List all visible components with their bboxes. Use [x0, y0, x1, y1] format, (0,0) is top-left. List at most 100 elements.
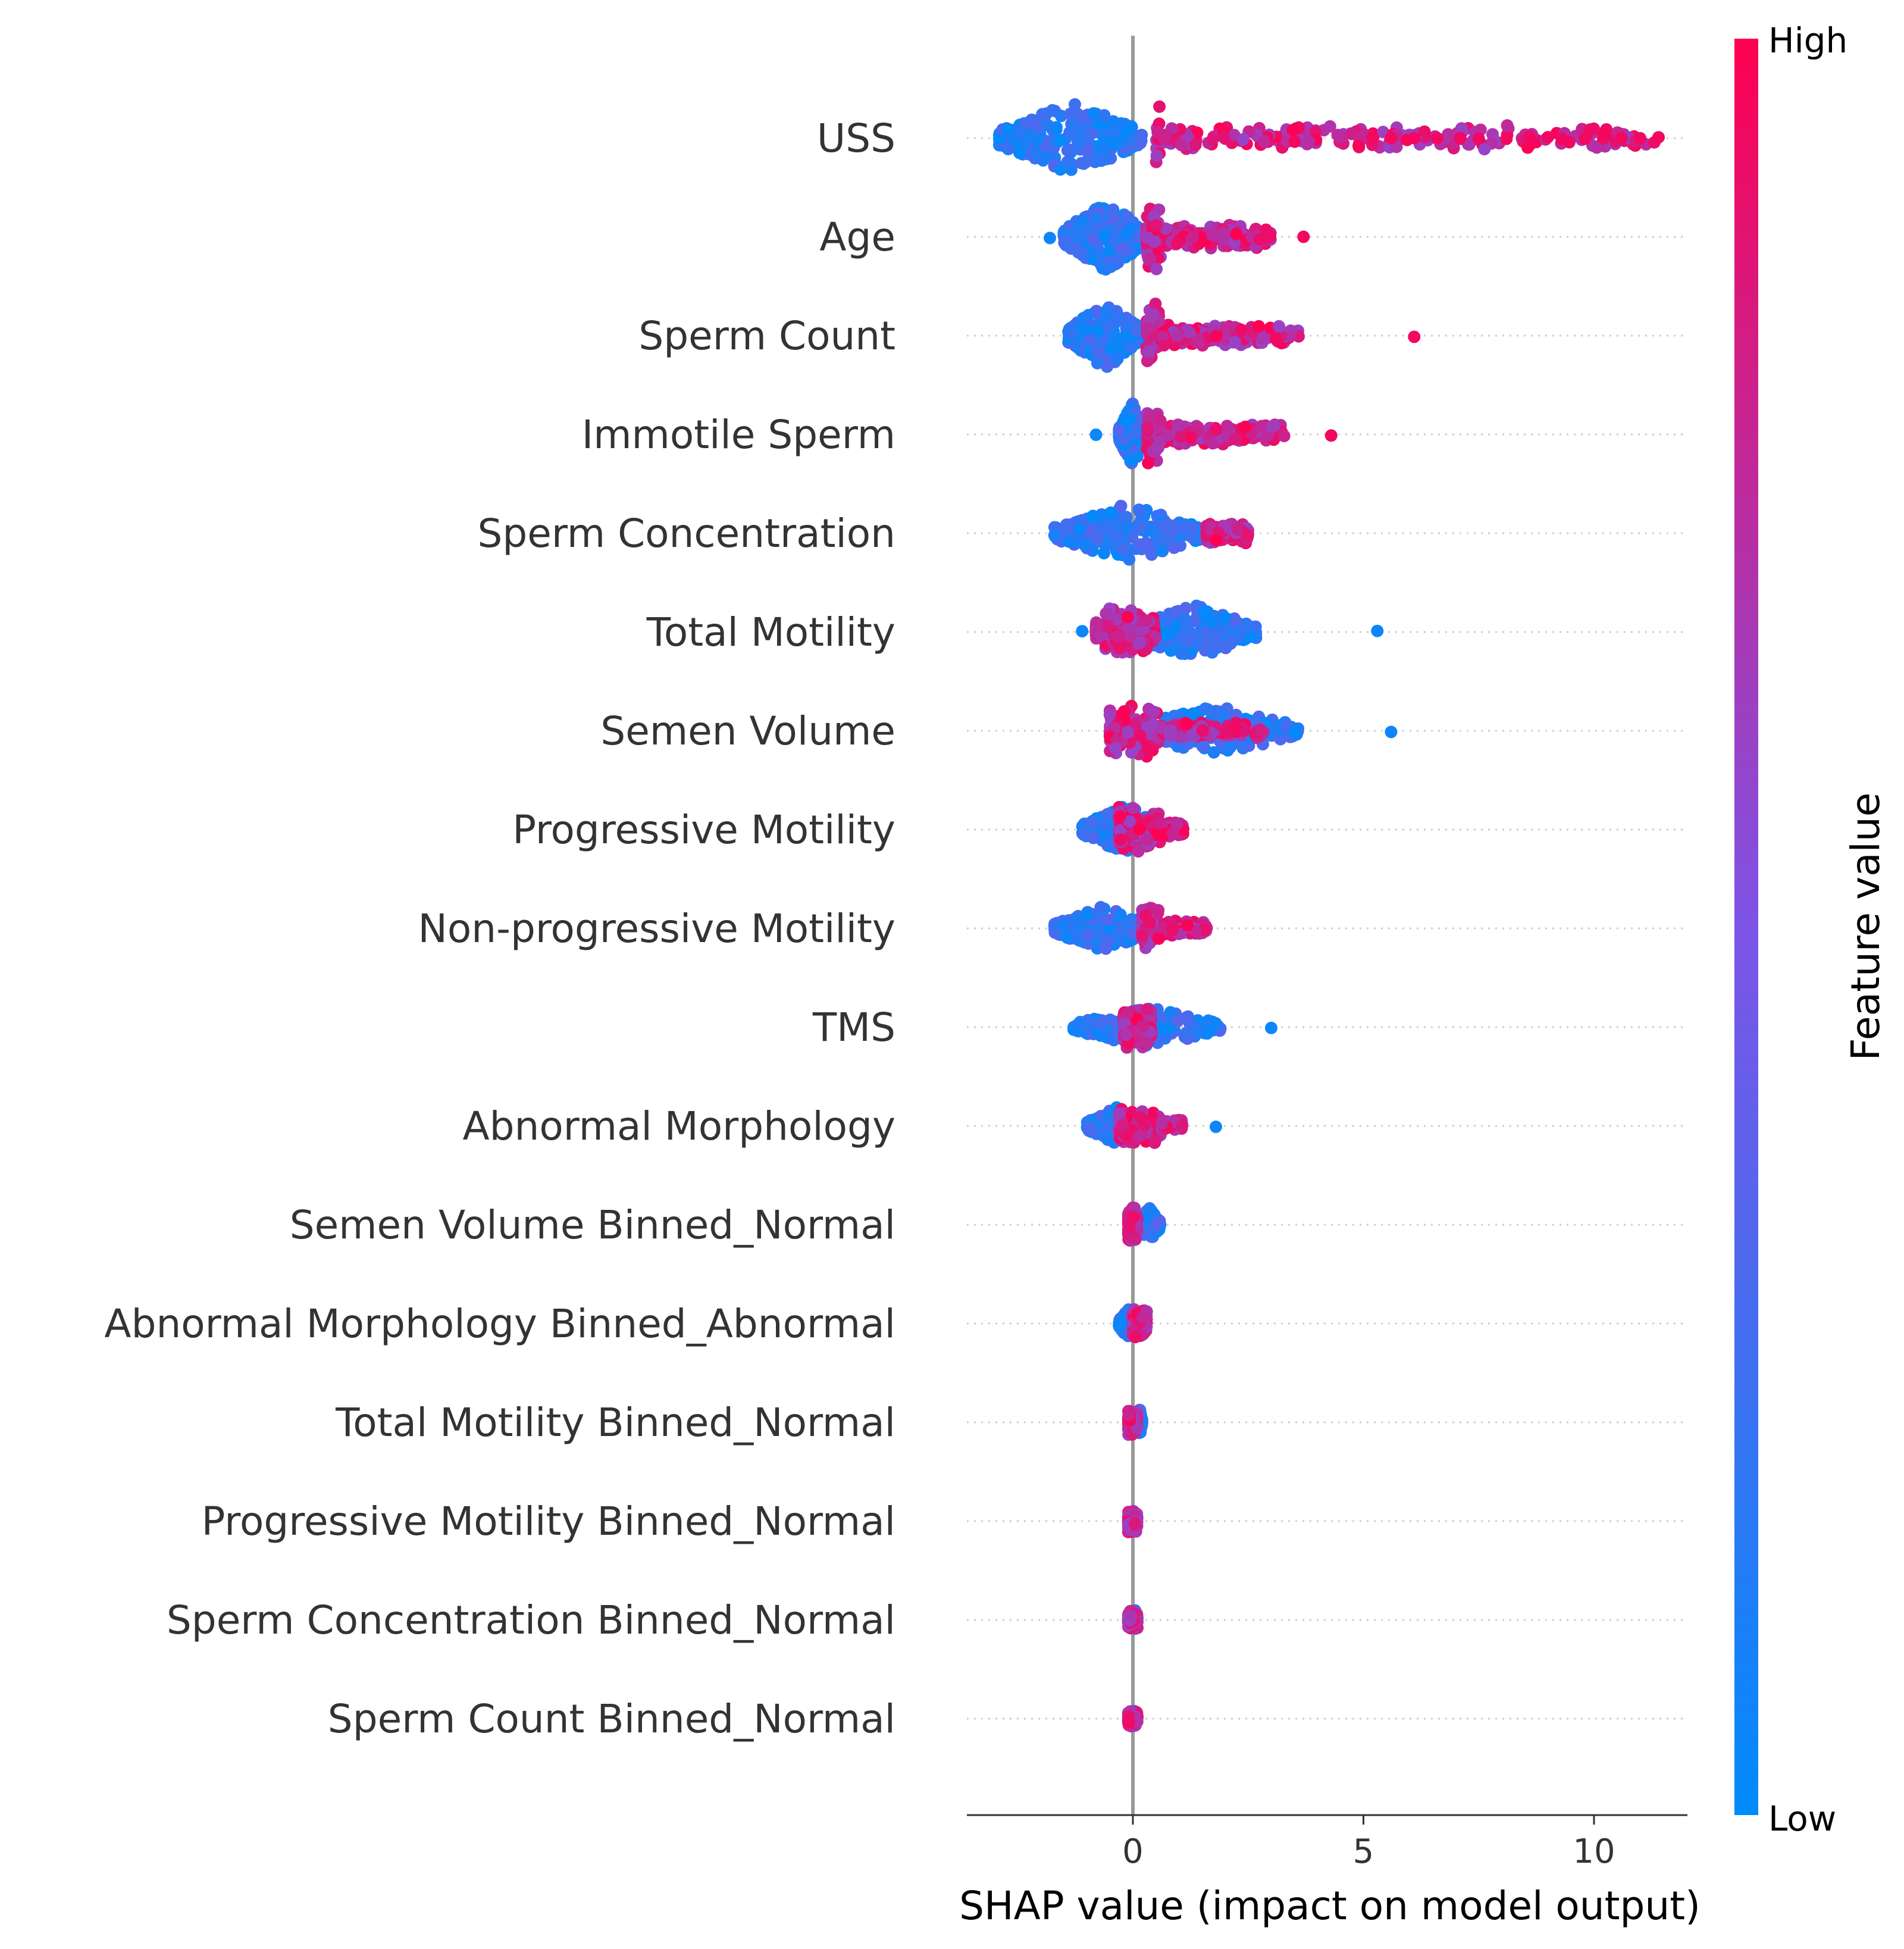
shap-point [1069, 98, 1081, 111]
shap-point [1149, 298, 1162, 310]
shap-point [1257, 330, 1270, 343]
shap-point [1237, 622, 1250, 635]
shap-point [1031, 147, 1043, 160]
shap-point [1521, 141, 1535, 154]
shap-point [1158, 132, 1170, 145]
shap-point [1126, 802, 1139, 815]
shap-point [1652, 131, 1665, 144]
shap-point [1207, 229, 1220, 242]
shap-point [1408, 330, 1421, 343]
feature-label: Non-progressive Motility [418, 906, 895, 952]
shap-point [1146, 744, 1159, 756]
shap-point [1063, 535, 1076, 548]
shap-point [1199, 702, 1212, 715]
shap-point [1104, 506, 1117, 519]
shap-point [1042, 119, 1055, 132]
shap-point [1286, 124, 1299, 137]
shap-point [1086, 816, 1099, 829]
shap-point [1089, 428, 1103, 441]
shap-point [1091, 356, 1104, 370]
shap-point [1175, 630, 1188, 643]
shap-point [1206, 437, 1219, 450]
shap-point [1204, 616, 1217, 629]
shap-point [1148, 1136, 1161, 1149]
feature-label: Age [819, 214, 895, 260]
shap-point [1077, 312, 1089, 325]
shap-point [1069, 912, 1082, 925]
shap-point [1113, 522, 1126, 535]
shap-point [1463, 138, 1476, 151]
shap-point [1114, 499, 1128, 512]
shap-point [1066, 118, 1079, 131]
shap-point [1371, 624, 1384, 637]
shap-point [1431, 132, 1443, 145]
shap-point [1160, 518, 1173, 531]
shap-point [1265, 1021, 1277, 1034]
feature-label: Semen Volume Binned_Normal [290, 1202, 895, 1248]
shap-point [1166, 827, 1179, 840]
shap-point [1133, 822, 1146, 836]
shap-point [1218, 611, 1231, 624]
shap-point [1264, 230, 1277, 243]
shap-point [1119, 330, 1132, 343]
shap-point [1253, 233, 1266, 246]
shap-point [1189, 139, 1202, 152]
shap-point [1418, 125, 1431, 138]
shap-point [1584, 123, 1597, 136]
shap-point [1180, 1011, 1194, 1024]
feature-label: Sperm Count Binned_Normal [328, 1696, 895, 1742]
shap-point [1101, 914, 1114, 927]
shap-point [1046, 104, 1059, 117]
shap-point [1210, 1120, 1222, 1133]
shap-point [1273, 320, 1285, 333]
shap-point [1116, 543, 1129, 556]
shap-point [1119, 1028, 1132, 1041]
feature-label: Progressive Motility [512, 807, 895, 853]
shap-point [1081, 909, 1094, 922]
shap-point [1063, 518, 1076, 531]
shap-point [1098, 230, 1111, 243]
shap-point [1207, 746, 1220, 759]
shap-point [1098, 819, 1111, 832]
shap-point [1159, 628, 1172, 641]
shap-point [1175, 1119, 1188, 1133]
shap-point [1080, 539, 1093, 552]
shap-point [1191, 1025, 1204, 1038]
feature-label: USS [817, 115, 895, 161]
shap-point [1186, 230, 1200, 243]
shap-point [1064, 107, 1077, 120]
shap-point [1189, 614, 1202, 627]
shap-point [1155, 545, 1168, 558]
shap-point [1077, 828, 1090, 841]
shap-point [1103, 245, 1116, 258]
shap-point [1019, 135, 1032, 148]
shap-point [1133, 729, 1147, 742]
shap-point [1249, 620, 1262, 633]
shap-point [1166, 923, 1179, 936]
shap-point [1196, 724, 1209, 737]
shap-point [1101, 620, 1114, 633]
shap-point [1192, 629, 1205, 642]
shap-point [1136, 1019, 1150, 1033]
shap-point [1142, 345, 1155, 358]
shap-point [1054, 163, 1067, 176]
shap-point [1139, 614, 1153, 627]
shap-point [1076, 214, 1089, 227]
shap-point [1229, 336, 1241, 349]
shap-point [1150, 149, 1163, 162]
shap-point [1175, 139, 1188, 152]
shap-point [1120, 126, 1133, 139]
shap-point [1229, 721, 1242, 734]
shap-point [1157, 339, 1170, 352]
shap-point [1087, 831, 1100, 844]
shap-point [1110, 337, 1123, 350]
shap-point [1501, 119, 1514, 132]
shap-point [1111, 531, 1124, 545]
shap-point [1098, 142, 1111, 155]
shap-point [1478, 143, 1491, 156]
shap-point [1065, 327, 1078, 340]
shap-point [1116, 1119, 1129, 1132]
shap-point [1101, 539, 1114, 552]
shap-point [1076, 625, 1089, 638]
feature-label: Progressive Motility Binned_Normal [202, 1498, 895, 1544]
